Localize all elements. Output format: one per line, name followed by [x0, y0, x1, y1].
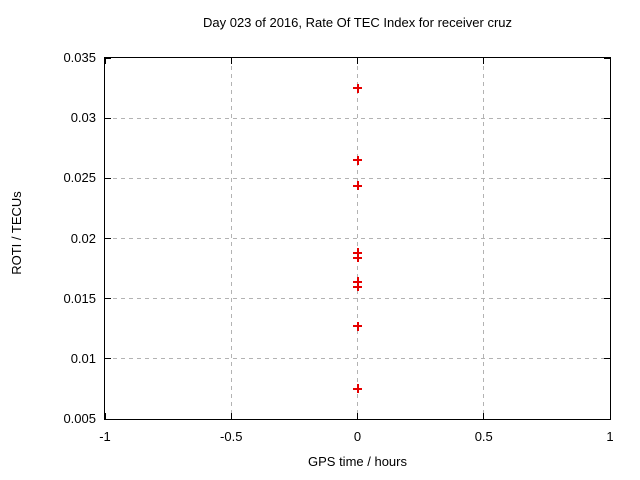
horizontal-gridline: [105, 298, 610, 300]
y-tick-mark: [604, 418, 610, 420]
data-point-marker: [353, 253, 362, 263]
y-tick-mark: [105, 298, 111, 300]
y-tick-mark: [604, 358, 610, 360]
x-tick-mark: [230, 58, 232, 64]
data-point-marker: [353, 384, 362, 394]
x-tick-mark: [357, 413, 358, 419]
y-tick-label: 0.01: [70, 350, 96, 366]
y-tick-label: 0.035: [63, 50, 96, 65]
y-tick-label: 0.015: [63, 290, 96, 306]
x-tick-mark: [483, 58, 485, 64]
y-tick-label: 0.005: [63, 411, 96, 426]
x-tick-mark: [230, 413, 232, 419]
data-point-marker: [353, 277, 362, 287]
y-tick-mark: [604, 177, 610, 179]
x-tick-label: 0.5: [474, 429, 493, 444]
y-tick-label: 0.03: [70, 110, 96, 126]
x-tick-mark: [483, 413, 485, 419]
data-point-marker: [353, 155, 362, 165]
data-point-marker: [353, 248, 362, 258]
y-tick-mark: [105, 57, 111, 59]
y-tick-mark: [105, 358, 111, 360]
x-tick-mark: [609, 413, 611, 419]
horizontal-gridline: [105, 238, 610, 239]
y-tick-mark: [604, 238, 610, 239]
chart-title: Day 023 of 2016, Rate Of TEC Index for r…: [202, 15, 513, 30]
y-tick-label: 0.02: [70, 230, 96, 246]
y-tick-mark: [105, 177, 111, 179]
data-point-marker: [353, 181, 362, 191]
y-tick-label: 0.025: [63, 170, 96, 186]
x-tick-label: 0: [353, 429, 362, 444]
horizontal-gridline: [105, 117, 610, 119]
plot-area: [104, 57, 611, 420]
x-tick-mark: [609, 58, 611, 64]
y-tick-mark: [105, 117, 111, 119]
data-point-marker: [353, 321, 362, 331]
x-axis-label: GPS time / hours: [308, 454, 407, 469]
x-tick-mark: [104, 413, 106, 419]
data-point-marker: [353, 83, 362, 93]
y-tick-mark: [105, 418, 111, 420]
x-tick-mark: [104, 58, 106, 64]
data-point-marker: [353, 282, 362, 292]
x-tick-mark: [357, 58, 358, 64]
y-tick-mark: [604, 117, 610, 119]
y-tick-mark: [604, 298, 610, 300]
x-tick-label: 1: [606, 429, 614, 444]
y-tick-mark: [604, 57, 610, 59]
x-tick-label: -0.5: [220, 429, 243, 444]
horizontal-gridline: [105, 358, 610, 360]
x-tick-label: -1: [99, 429, 111, 444]
horizontal-gridline: [105, 177, 610, 179]
y-tick-mark: [105, 238, 111, 239]
